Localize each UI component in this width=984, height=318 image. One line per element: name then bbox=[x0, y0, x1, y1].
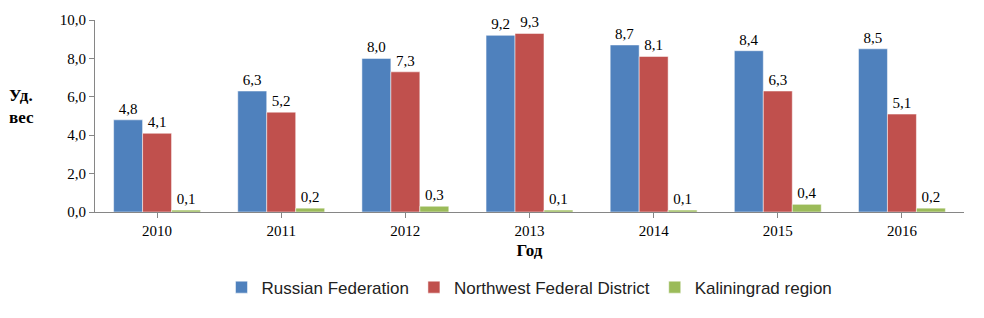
svg-text:Russian Federation: Russian Federation bbox=[262, 279, 409, 298]
svg-text:6,0: 6,0 bbox=[67, 89, 86, 105]
svg-text:8,5: 8,5 bbox=[864, 30, 883, 46]
svg-text:Northwest Federal District: Northwest Federal District bbox=[454, 279, 650, 298]
svg-text:2011: 2011 bbox=[266, 223, 295, 239]
svg-text:0,2: 0,2 bbox=[301, 189, 320, 205]
svg-text:10,0: 10,0 bbox=[60, 12, 86, 28]
svg-text:4,1: 4,1 bbox=[148, 114, 167, 130]
svg-text:Год: Год bbox=[517, 241, 543, 260]
svg-text:4,0: 4,0 bbox=[67, 127, 86, 143]
svg-text:2012: 2012 bbox=[390, 223, 420, 239]
svg-text:Уд.вес: Уд.вес bbox=[9, 86, 34, 127]
svg-text:0,1: 0,1 bbox=[673, 191, 692, 207]
svg-text:8,4: 8,4 bbox=[739, 32, 758, 48]
svg-text:2,0: 2,0 bbox=[67, 166, 86, 182]
svg-text:0,4: 0,4 bbox=[797, 185, 816, 201]
svg-text:2013: 2013 bbox=[515, 223, 545, 239]
svg-text:6,3: 6,3 bbox=[243, 72, 262, 88]
svg-text:2016: 2016 bbox=[887, 223, 918, 239]
svg-text:7,3: 7,3 bbox=[396, 53, 415, 69]
svg-text:8,0: 8,0 bbox=[367, 39, 386, 55]
svg-text:0,0: 0,0 bbox=[67, 204, 86, 220]
svg-text:8,1: 8,1 bbox=[644, 37, 663, 53]
svg-text:5,2: 5,2 bbox=[272, 93, 291, 109]
svg-text:0,1: 0,1 bbox=[549, 191, 568, 207]
svg-text:9,3: 9,3 bbox=[520, 14, 539, 30]
svg-text:0,1: 0,1 bbox=[177, 191, 196, 207]
svg-text:Kaliningrad region: Kaliningrad region bbox=[695, 279, 832, 298]
svg-text:8,0: 8,0 bbox=[67, 51, 86, 67]
svg-text:5,1: 5,1 bbox=[893, 95, 912, 111]
svg-text:2015: 2015 bbox=[763, 223, 793, 239]
svg-text:2010: 2010 bbox=[142, 223, 172, 239]
svg-text:6,3: 6,3 bbox=[768, 72, 787, 88]
svg-text:0,3: 0,3 bbox=[425, 187, 444, 203]
svg-text:8,7: 8,7 bbox=[615, 26, 634, 42]
svg-text:9,2: 9,2 bbox=[491, 16, 510, 32]
svg-text:2014: 2014 bbox=[639, 223, 670, 239]
svg-text:0,2: 0,2 bbox=[922, 189, 941, 205]
svg-text:4,8: 4,8 bbox=[119, 101, 138, 117]
